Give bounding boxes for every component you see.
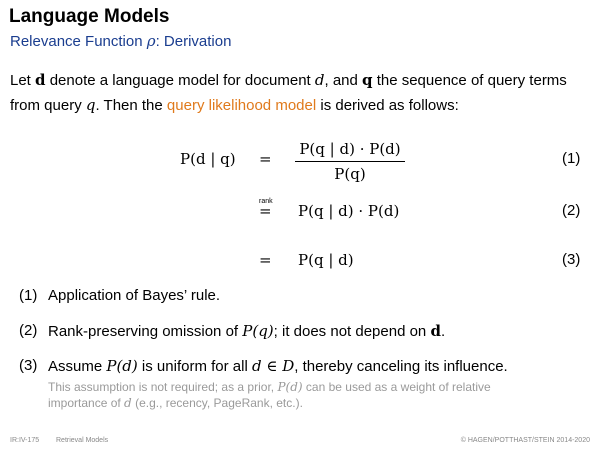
note-3-math-1: P(d)	[106, 357, 138, 375]
intro-math-q-italic: q	[85, 96, 96, 114]
subtitle-prefix: Relevance Function	[10, 33, 147, 50]
note-3-remark-a: This assumption is not required; as a pr…	[48, 380, 278, 394]
equation-1-fraction: P(q | d) · P(d) P(q)	[290, 140, 410, 183]
equation-1-denominator: P(q)	[334, 165, 366, 183]
note-3-text-a: Assume	[48, 358, 107, 375]
footer-page-id: IR:IV-175	[10, 437, 40, 444]
query-likelihood-link[interactable]: query likelihood model	[166, 97, 317, 114]
equation-3-number: (3)	[562, 251, 581, 268]
subtitle-symbol: ρ	[146, 32, 156, 50]
note-3-remark-c: (e.g., recency, PageRank, etc.).	[131, 396, 303, 410]
note-2-text: Rank-preserving omission of P(q); it doe…	[48, 322, 445, 340]
intro-math-d-italic: d	[314, 71, 325, 89]
note-3-math-2: d ∈ D	[251, 357, 295, 375]
intro-text-5: . Then the	[95, 97, 167, 114]
footer-copyright: © HAGEN/POTTHAST/STEIN 2014-2020	[460, 437, 590, 444]
footer-section: Retrieval Models	[56, 437, 109, 444]
equation-lhs: P(d | q)	[180, 150, 236, 168]
note-1-text: Application of Bayes’ rule.	[48, 287, 221, 304]
note-3-number: (3)	[19, 357, 38, 374]
note-2-text-b: ; it does not depend on	[273, 323, 431, 340]
note-3-text: Assume P(d) is uniform for all d ∈ D, th…	[48, 357, 508, 375]
note-2-math-d: d	[430, 322, 441, 340]
intro-text-4: the sequence of query terms from query	[10, 72, 567, 114]
fraction-bar	[295, 161, 405, 162]
note-3-remark-d: d	[124, 396, 132, 410]
intro-text-3: , and	[324, 72, 363, 89]
slide-subtitle: Relevance Function ρ: Derivation	[10, 32, 231, 50]
intro-math-q: q	[362, 71, 373, 89]
note-3-remark: This assumption is not required; as a pr…	[48, 379, 548, 411]
equation-2-rhs: P(q | d) · P(d)	[298, 202, 400, 220]
note-2-text-a: Rank-preserving omission of	[48, 323, 243, 340]
note-3-remark-b: can be used as a weight of relative impo…	[48, 380, 491, 410]
equation-1-numerator: P(q | d) · P(d)	[299, 140, 401, 158]
intro-text-6: is derived as follows:	[316, 97, 459, 114]
equation-2-rank-label: rank	[259, 198, 273, 205]
subtitle-suffix: : Derivation	[155, 33, 232, 50]
intro-text-2: denote a language model for document	[45, 72, 315, 89]
note-3-remark-math: P(d)	[277, 380, 303, 394]
note-2-math: P(q)	[242, 322, 274, 340]
intro-math-d: d	[35, 71, 46, 89]
note-3-text-c: , thereby canceling its influence.	[294, 358, 508, 375]
note-2-number: (2)	[19, 322, 38, 339]
intro-text-1: Let	[10, 72, 36, 89]
note-1-number: (1)	[19, 287, 38, 304]
intro-paragraph: Let d denote a language model for docume…	[10, 68, 590, 118]
note-2-text-c: .	[440, 323, 446, 340]
equation-3-relation: =	[259, 251, 272, 269]
note-3-text-b: is uniform for all	[137, 358, 252, 375]
equation-2-relation: =	[259, 202, 272, 220]
equation-1-number: (1)	[562, 150, 581, 167]
equation-1-relation: =	[259, 150, 272, 168]
equation-3-rhs: P(q | d)	[298, 251, 354, 269]
equation-2-number: (2)	[562, 202, 581, 219]
slide-title: Language Models	[9, 6, 170, 27]
